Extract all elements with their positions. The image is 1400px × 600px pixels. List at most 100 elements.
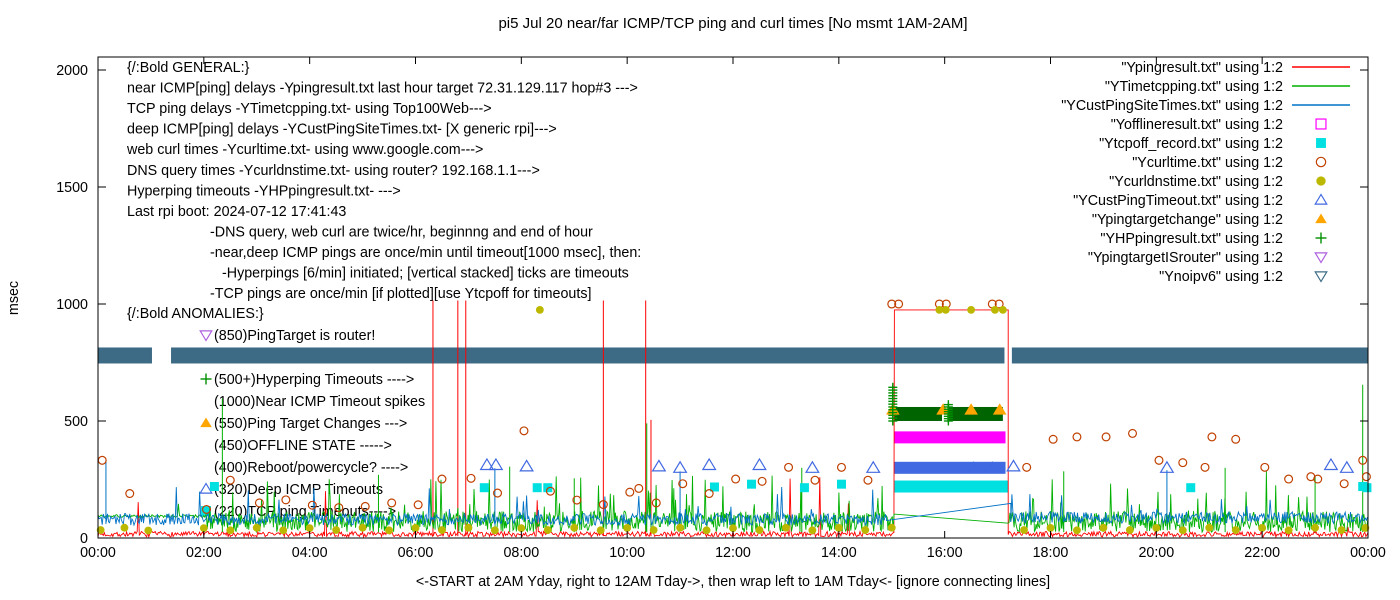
- marker-Ycurltime: [625, 487, 635, 497]
- marker-Ycurltime: [1284, 474, 1294, 484]
- y-tick-label: 0: [80, 531, 88, 547]
- marker-Ycurldnstime: [1178, 526, 1187, 535]
- legend-label: "YTimetcpping.txt" using 1:2: [1105, 79, 1283, 95]
- x-tick-label: 12:00: [715, 545, 751, 561]
- annotation-anomaly-line: (550)Ping Target Changes --->: [214, 416, 407, 432]
- legend-sample-circle-icon: [1316, 176, 1326, 186]
- triangle-icon: [200, 417, 212, 428]
- legend-label: "Ynoipv6" using 1:2: [1159, 269, 1283, 285]
- marker-Ycurldnstime: [1258, 524, 1267, 532]
- annotation-general-line: Last rpi boot: 2024-07-12 17:41:43: [127, 204, 346, 220]
- marker-Ycurltime: [493, 488, 503, 498]
- marker-Ycurldnstime: [385, 526, 393, 535]
- marker-Ycurldnstime: [438, 526, 446, 534]
- marker-Ycurldnstime: [411, 524, 420, 532]
- marker-Ytcpoff_record: [747, 479, 757, 489]
- marker-Ycurltime: [836, 462, 846, 472]
- legend-sample-triangle-down-open-icon: [1314, 271, 1328, 283]
- annotation-anomaly-line: (400)Reboot/powercycle? ---->: [214, 460, 408, 476]
- marker-YCustPingTimeout: [488, 457, 504, 471]
- legend-sample-circle-open-icon: [1315, 156, 1327, 168]
- noipv6-band: [1011, 347, 1368, 364]
- square-icon: [201, 506, 211, 516]
- marker-YCustPingTimeout: [651, 459, 667, 472]
- y-axis-title: msec: [6, 281, 22, 315]
- legend-sample-square-open-icon: [1315, 118, 1327, 130]
- annotation-general-line: near ICMP[ping] delays -Ypingresult.txt …: [127, 81, 638, 97]
- x-tick-label: 14:00: [821, 545, 857, 561]
- marker-YCustPingTimeout: [672, 460, 688, 473]
- marker-Ycurldnstime: [702, 526, 711, 535]
- marker-Ycurltime: [678, 479, 688, 489]
- triangle-down-open-icon: [199, 330, 213, 342]
- x-tick-label: 00:00: [1350, 545, 1386, 561]
- marker-Ytcpoff_record: [799, 483, 809, 493]
- marker-Ycurltime: [1339, 479, 1349, 489]
- marker-Ytcpoff_record: [836, 479, 846, 489]
- legend-sample-square-icon: [1316, 138, 1326, 148]
- marker-Ycurldnstime: [1099, 523, 1108, 532]
- marker-Ycurldnstime: [252, 523, 261, 532]
- marker-Ycurldnstime: [649, 526, 658, 534]
- marker-Ycurldnstime: [1284, 526, 1293, 535]
- annotation-anomaly-line: {/:Bold ANOMALIES:}: [127, 306, 264, 322]
- marker-Ycurldnstime: [1046, 524, 1055, 532]
- marker-Ycurltime: [704, 489, 714, 499]
- marker-Ycurldnstime: [535, 305, 544, 314]
- marker-Ycurldnstime: [967, 305, 976, 314]
- marker-Ycurltime: [634, 483, 644, 493]
- marker-YCustPingTimeout: [805, 460, 820, 473]
- legend-sample-triangle-icon: [1315, 213, 1327, 224]
- marker-Ycurltime: [651, 498, 661, 508]
- marker-Ypingtargetchange: [992, 403, 1007, 415]
- marker-Ycurltime: [281, 495, 291, 505]
- offline-bar: [894, 431, 1006, 444]
- marker-Ycurldnstime: [464, 523, 473, 532]
- marker-Ycurldnstime: [120, 523, 129, 532]
- marker-YCustPingTimeout: [519, 459, 534, 472]
- series-line-YTimetcpping: [97, 471, 1369, 534]
- legend-label: "YCustPingSiteTimes.txt" using 1:2: [1061, 98, 1283, 114]
- marker-Ycurltime: [863, 475, 873, 485]
- marker-Ycurltime: [731, 474, 741, 484]
- hyperping-block: [894, 406, 943, 421]
- marker-YCustPingTimeout: [1159, 460, 1175, 473]
- marker-Ycurldnstime: [941, 305, 950, 314]
- marker-YCustPingTimeout: [1339, 460, 1355, 473]
- legend-sample-triangle-down-open-icon: [1314, 252, 1328, 264]
- annotation-anomaly-line: (220)TCP ping Timeouts---->: [214, 504, 396, 520]
- marker-Ycurltime: [360, 501, 370, 511]
- marker-Ycurldnstime: [935, 305, 944, 314]
- marker-Ycurltime: [1231, 434, 1241, 444]
- noipv6-band: [98, 347, 152, 364]
- legend-sample-triangle-open-icon: [1314, 193, 1328, 205]
- chart-title: pi5 Jul 20 near/far ICMP/TCP ping and cu…: [498, 15, 967, 32]
- marker-Ycurltime: [1361, 472, 1371, 482]
- annotation-general-line: web curl times -Ycurltime.txt- using www…: [126, 142, 483, 158]
- marker-YCustPingTimeout: [701, 457, 717, 471]
- marker-Ycurltime: [994, 299, 1004, 309]
- marker-Ycurltime: [1260, 462, 1270, 472]
- marker-Ycurltime: [810, 475, 820, 485]
- annotation-general-line: Hyperping timeouts -YHPpingresult.txt- -…: [127, 183, 401, 199]
- deep-icmp-timeout-bar: [894, 461, 1006, 474]
- marker-Ycurldnstime: [144, 526, 153, 535]
- marker-Ycurldnstime: [96, 526, 105, 534]
- annotation-general-line: -DNS query, web curl are twice/hr, begin…: [210, 224, 593, 240]
- x-axis-title: <-START at 2AM Yday, right to 12AM Tday-…: [416, 574, 1050, 590]
- marker-Ycurldnstime: [1231, 526, 1240, 534]
- marker-Ycurltime: [519, 426, 529, 436]
- y-tick-label: 1000: [56, 297, 88, 313]
- marker-YCustPingTimeout: [752, 457, 767, 471]
- marker-Ycurldnstime: [1311, 523, 1319, 532]
- marker-Ycurltime: [97, 455, 107, 465]
- annotation-general-line: DNS query times -Ycurldnstime.txt- using…: [127, 163, 540, 179]
- marker-YCustPingTimeout: [966, 461, 982, 474]
- marker-Ycurldnstime: [199, 524, 208, 533]
- marker-Ycurldnstime: [1152, 524, 1161, 532]
- noipv6-band: [171, 347, 1005, 364]
- marker-Ycurltime: [1358, 455, 1368, 465]
- marker-Ycurltime: [598, 500, 608, 510]
- marker-Ycurldnstime: [1125, 526, 1134, 534]
